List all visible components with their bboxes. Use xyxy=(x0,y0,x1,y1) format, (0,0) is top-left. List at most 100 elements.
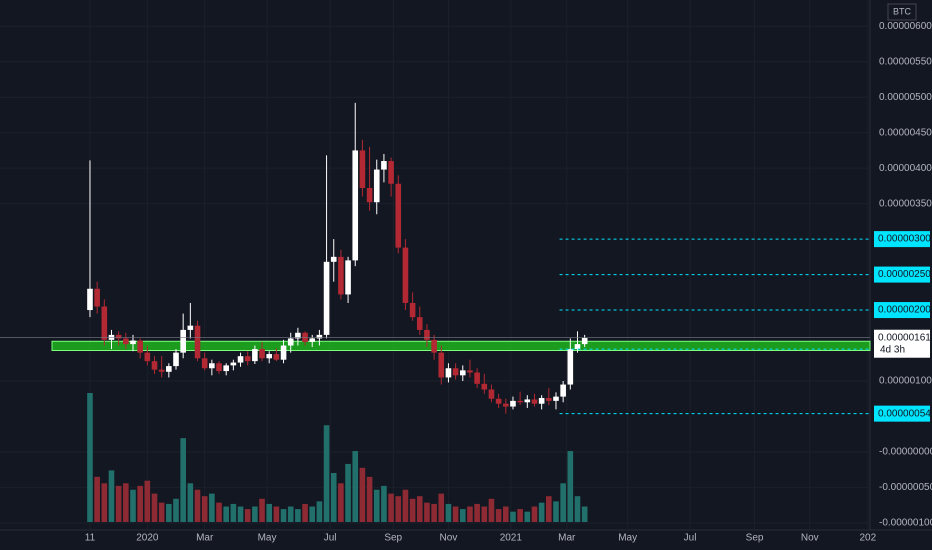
volume-bar xyxy=(101,483,108,522)
x-tick-label: Nov xyxy=(801,533,819,544)
candle-body xyxy=(201,358,208,369)
volume-bar xyxy=(230,503,237,522)
level-label-box xyxy=(874,302,930,319)
volume-bar xyxy=(130,489,136,522)
volume-bar xyxy=(295,509,301,522)
volume-bar xyxy=(416,496,423,522)
volume-bar xyxy=(338,483,344,522)
candle-body xyxy=(409,302,416,318)
volume-bar xyxy=(216,502,222,522)
level-label-box xyxy=(874,231,930,248)
volume-bar xyxy=(209,493,215,522)
level-label: 0.00000054 xyxy=(878,408,931,419)
candle-body xyxy=(252,349,258,362)
countdown-label: 4d 3h xyxy=(880,344,905,355)
volume-bar xyxy=(87,393,93,522)
candle-body xyxy=(381,161,387,170)
level-label: 0.00000300 xyxy=(878,234,931,245)
candle-body xyxy=(538,398,545,404)
candle-body xyxy=(330,256,337,262)
candle-body xyxy=(302,332,308,342)
volume-bar xyxy=(495,509,502,522)
volume-bar xyxy=(402,489,409,522)
volume-bar xyxy=(166,503,172,522)
volume-bar xyxy=(144,480,151,522)
candle-body xyxy=(546,398,552,401)
volume-bar xyxy=(287,506,294,522)
volume-bar xyxy=(316,501,323,522)
candle-body xyxy=(223,365,229,372)
volume-bar xyxy=(309,506,316,522)
candle-body xyxy=(531,399,538,404)
candle-body xyxy=(287,338,294,346)
currency: BTC xyxy=(893,6,912,16)
candle-body xyxy=(316,334,323,339)
y-tick-label: 0.00000350 xyxy=(879,198,932,209)
volume-bar xyxy=(137,485,143,522)
y-tick-label: -0.00000000 xyxy=(879,447,932,458)
candle-body xyxy=(216,363,222,372)
x-tick-label: May xyxy=(258,533,277,544)
y-tick-label: 0.00000550 xyxy=(879,56,932,67)
level-label-box xyxy=(874,266,930,283)
x-tick-label: 2021 xyxy=(500,533,523,544)
candle-body xyxy=(345,260,351,295)
volume-bar xyxy=(108,470,115,522)
y-tick-label: -0.00000050 xyxy=(879,482,932,493)
x-tick-label: Mar xyxy=(196,533,214,544)
candle-body xyxy=(230,362,237,366)
volume-bar xyxy=(352,451,359,522)
volume-bar xyxy=(373,489,380,522)
volume-bar xyxy=(115,485,122,522)
candle-body xyxy=(101,306,108,340)
volume-bar xyxy=(323,425,330,522)
candle-body xyxy=(502,403,509,407)
candle-body xyxy=(295,332,301,339)
volume-bar xyxy=(567,451,574,522)
volume-bar xyxy=(266,503,273,522)
volume-bar xyxy=(194,489,201,522)
volume-bar xyxy=(345,463,351,522)
last-price-box xyxy=(874,329,930,358)
volume-bar xyxy=(280,509,287,522)
volume-bar xyxy=(359,467,366,522)
candle-body xyxy=(266,354,273,359)
volume-bar xyxy=(502,506,509,522)
candle-body xyxy=(194,325,201,359)
y-tick-label: 0.00000450 xyxy=(879,127,932,138)
volume-bar xyxy=(510,511,516,522)
volume-bar xyxy=(452,506,459,522)
candle-body xyxy=(309,338,316,342)
volume-bar xyxy=(330,472,337,522)
volume-bar xyxy=(546,496,552,522)
candle-body xyxy=(373,169,380,203)
volume-bar xyxy=(431,503,437,522)
candle-body xyxy=(323,261,330,335)
level-label-box xyxy=(874,405,930,422)
candle-body xyxy=(424,329,430,340)
candle-body xyxy=(237,356,244,363)
candle-body xyxy=(359,150,366,189)
candle-body xyxy=(402,247,409,303)
candle-body xyxy=(517,400,523,403)
x-tick-label: Sep xyxy=(746,533,764,544)
x-tick-label: May xyxy=(618,533,637,544)
candle-body xyxy=(137,340,143,353)
candle-body xyxy=(567,349,574,385)
volume-bar xyxy=(388,493,394,522)
volume-bar xyxy=(538,502,545,522)
candle-body xyxy=(352,150,359,261)
volume-bar xyxy=(259,498,265,522)
y-tick-label: 0.00000500 xyxy=(879,92,932,103)
volume-bar xyxy=(517,509,523,522)
candle-body xyxy=(173,352,179,367)
volume-bar xyxy=(395,496,402,522)
volume-bar xyxy=(438,493,445,522)
volume-bar xyxy=(302,503,308,522)
y-tick-label: 0.00000400 xyxy=(879,163,932,174)
x-tick-label: Mar xyxy=(558,533,576,544)
candle-body xyxy=(481,383,488,390)
support-zone xyxy=(51,340,871,351)
volume-bar xyxy=(474,503,480,522)
x-tick-label: 11 xyxy=(85,533,96,544)
